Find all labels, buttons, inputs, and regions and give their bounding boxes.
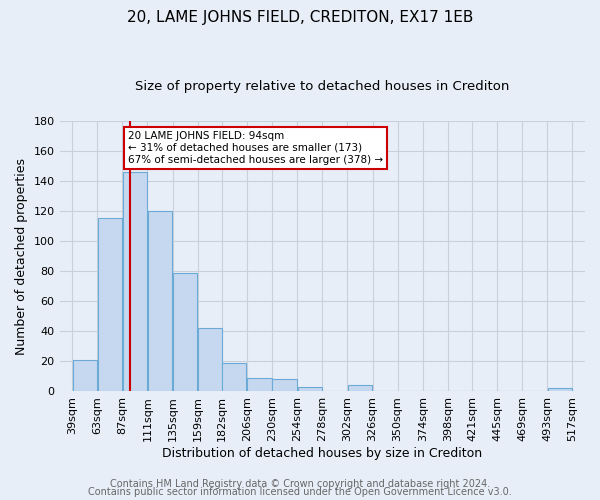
- Title: Size of property relative to detached houses in Crediton: Size of property relative to detached ho…: [135, 80, 509, 93]
- Bar: [173, 272, 197, 392]
- Bar: [198, 328, 223, 392]
- Bar: [548, 388, 572, 392]
- Bar: [73, 360, 97, 392]
- Bar: [98, 218, 122, 392]
- Y-axis label: Number of detached properties: Number of detached properties: [15, 158, 28, 354]
- Bar: [348, 386, 372, 392]
- Bar: [222, 363, 247, 392]
- Text: 20 LAME JOHNS FIELD: 94sqm
← 31% of detached houses are smaller (173)
67% of sem: 20 LAME JOHNS FIELD: 94sqm ← 31% of deta…: [128, 132, 383, 164]
- Bar: [123, 172, 147, 392]
- Bar: [298, 387, 322, 392]
- Bar: [148, 211, 172, 392]
- X-axis label: Distribution of detached houses by size in Crediton: Distribution of detached houses by size …: [162, 447, 482, 460]
- Text: Contains public sector information licensed under the Open Government Licence v3: Contains public sector information licen…: [88, 487, 512, 497]
- Bar: [272, 380, 297, 392]
- Bar: [247, 378, 272, 392]
- Text: Contains HM Land Registry data © Crown copyright and database right 2024.: Contains HM Land Registry data © Crown c…: [110, 479, 490, 489]
- Text: 20, LAME JOHNS FIELD, CREDITON, EX17 1EB: 20, LAME JOHNS FIELD, CREDITON, EX17 1EB: [127, 10, 473, 25]
